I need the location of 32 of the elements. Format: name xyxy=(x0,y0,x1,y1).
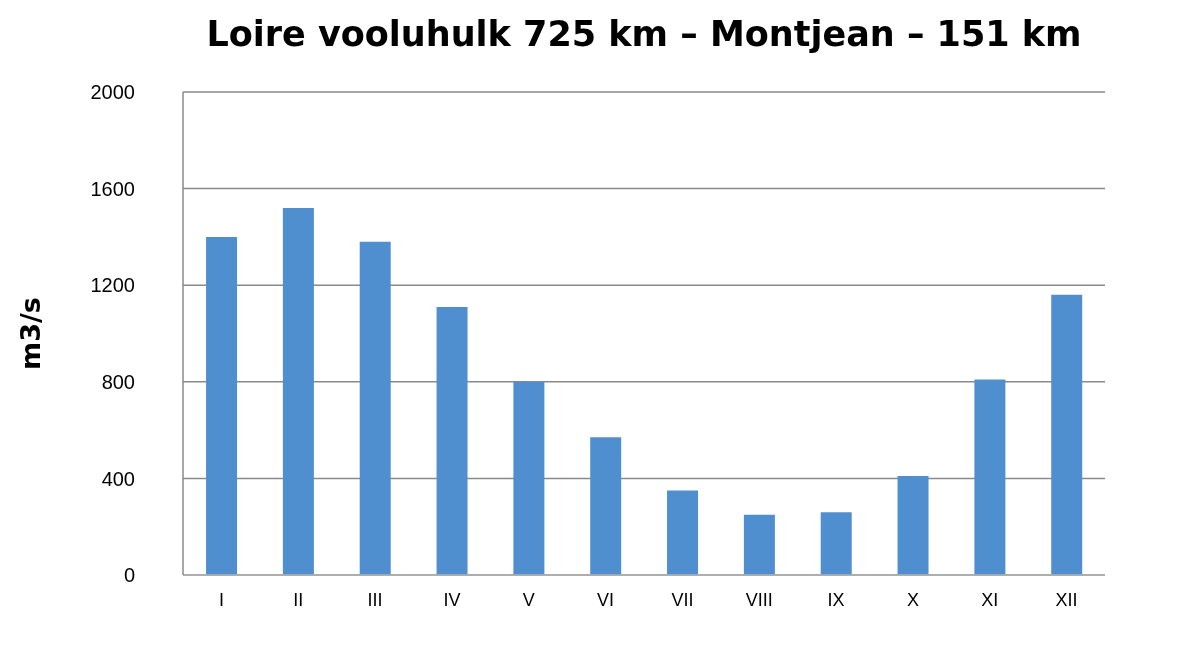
bar xyxy=(590,437,622,575)
bar xyxy=(513,381,545,575)
y-tick-label: 1200 xyxy=(90,274,135,297)
x-tick-label: II xyxy=(293,589,304,610)
x-tick-label: X xyxy=(906,589,919,610)
y-tick-label: 2000 xyxy=(90,81,135,104)
bar xyxy=(897,475,929,575)
bar xyxy=(974,379,1006,575)
bar xyxy=(282,207,314,575)
y-axis-title: m3/s xyxy=(14,297,46,370)
y-tick-label: 0 xyxy=(123,564,135,587)
x-tick-label: VII xyxy=(671,589,694,610)
bar xyxy=(436,306,468,575)
x-tick-label: XI xyxy=(981,589,999,610)
bar xyxy=(667,490,699,575)
x-tick-label: VI xyxy=(597,589,615,610)
x-tick-label: XII xyxy=(1055,589,1078,610)
bar xyxy=(1051,294,1083,575)
y-tick-label: 1600 xyxy=(90,177,135,200)
x-tick-label: IX xyxy=(827,589,845,610)
y-tick-label: 800 xyxy=(101,370,135,393)
bar xyxy=(743,514,775,575)
chart-title: Loire vooluhulk 725 km – Montjean – 151 km xyxy=(205,14,1083,54)
x-tick-label: V xyxy=(522,589,535,610)
x-tick-label: VIII xyxy=(745,589,773,610)
bar xyxy=(820,512,852,575)
bar xyxy=(359,241,391,575)
x-tick-label: I xyxy=(218,589,224,610)
y-tick-label: 400 xyxy=(101,467,135,490)
x-tick-label: IV xyxy=(443,589,461,610)
bar xyxy=(206,236,238,575)
x-tick-label: III xyxy=(367,589,383,610)
